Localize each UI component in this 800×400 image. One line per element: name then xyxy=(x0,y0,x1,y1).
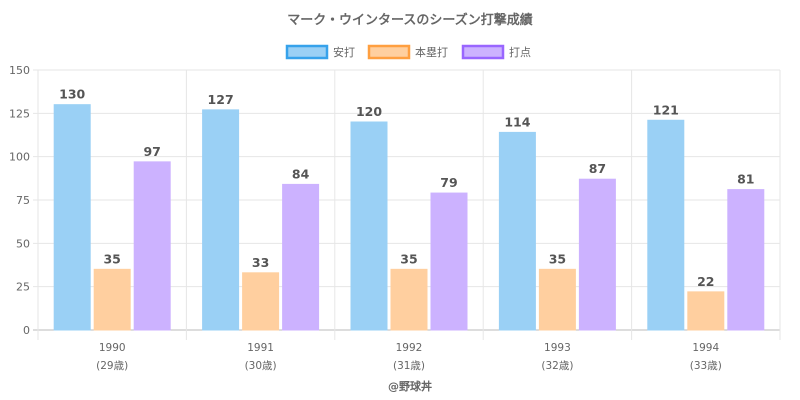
bar-1993-安打 xyxy=(498,131,536,331)
bar-1992-安打 xyxy=(350,121,388,331)
x-tick-label: 1991 xyxy=(247,342,274,354)
data-label: 35 xyxy=(400,251,417,266)
y-tick-label: 150 xyxy=(9,64,30,77)
data-label: 35 xyxy=(103,251,120,266)
data-label: 81 xyxy=(737,172,754,187)
y-tick-label: 50 xyxy=(16,237,30,250)
y-tick-label: 25 xyxy=(16,281,30,294)
bar-1990-打点 xyxy=(133,161,171,331)
bar-1991-打点 xyxy=(282,183,320,331)
data-label: 120 xyxy=(356,104,382,119)
data-label: 130 xyxy=(59,87,85,102)
bar-1992-打点 xyxy=(430,192,468,331)
x-tick-sublabel: (30歳) xyxy=(245,360,277,372)
legend: 安打 本塁打 打点 xyxy=(285,44,531,60)
x-tick-label: 1993 xyxy=(544,342,571,354)
x-tick-label: 1994 xyxy=(692,342,719,354)
data-label: 114 xyxy=(504,114,530,129)
data-label: 79 xyxy=(440,175,457,190)
data-label: 97 xyxy=(143,144,160,159)
bar-1993-本塁打 xyxy=(538,268,576,331)
x-axis: 1990 (29歳) 1991 (30歳) 1992 (31歳) 1993 (32歳) 1994… xyxy=(96,342,722,372)
legend-swatch-安打 xyxy=(285,44,329,60)
legend-label: 安打 xyxy=(333,45,355,59)
x-tick-sublabel: (29歳) xyxy=(96,360,128,372)
legend-label: 本塁打 xyxy=(415,45,448,59)
x-tick-label: 1990 xyxy=(99,342,126,354)
bar-1992-本塁打 xyxy=(390,268,428,331)
data-label: 121 xyxy=(653,102,679,117)
bar-1993-打点 xyxy=(578,178,616,331)
legend-label: 打点 xyxy=(509,45,531,59)
data-label: 22 xyxy=(697,274,714,289)
bar-1990-本塁打 xyxy=(93,268,131,331)
data-label: 35 xyxy=(549,251,566,266)
data-labels: 130 35 97 127 33 84 120 35 79 114 35 87 121 22 81 xyxy=(59,87,754,289)
data-label: 87 xyxy=(589,161,606,176)
data-label: 33 xyxy=(252,255,269,270)
legend-swatch-本塁打 xyxy=(367,44,411,60)
bar-1994-安打 xyxy=(647,119,685,331)
x-tick-label: 1992 xyxy=(396,342,423,354)
y-axis: 0 25 50 75 100 125 150 xyxy=(9,64,30,337)
bars xyxy=(53,104,765,331)
y-tick-label: 75 xyxy=(16,194,30,207)
bar-1994-本塁打 xyxy=(687,291,725,331)
y-tick-label: 0 xyxy=(23,324,30,337)
chart-title: マーク・ウインタースのシーズン打撃成績 xyxy=(287,12,532,28)
bar-1990-安打 xyxy=(53,104,91,331)
x-tick-sublabel: (32歳) xyxy=(541,360,573,372)
x-tick-sublabel: (31歳) xyxy=(393,360,425,372)
data-label: 84 xyxy=(292,166,310,181)
bar-1991-本塁打 xyxy=(242,272,280,331)
data-label: 127 xyxy=(208,92,234,107)
bar-1991-安打 xyxy=(202,109,240,331)
legend-swatch-打点 xyxy=(461,44,505,60)
x-tick-sublabel: (33歳) xyxy=(690,360,722,372)
bar-1994-打点 xyxy=(727,189,765,331)
y-tick-label: 125 xyxy=(9,107,30,120)
credit: @野球丼 xyxy=(388,379,432,393)
y-tick-label: 100 xyxy=(9,151,30,164)
